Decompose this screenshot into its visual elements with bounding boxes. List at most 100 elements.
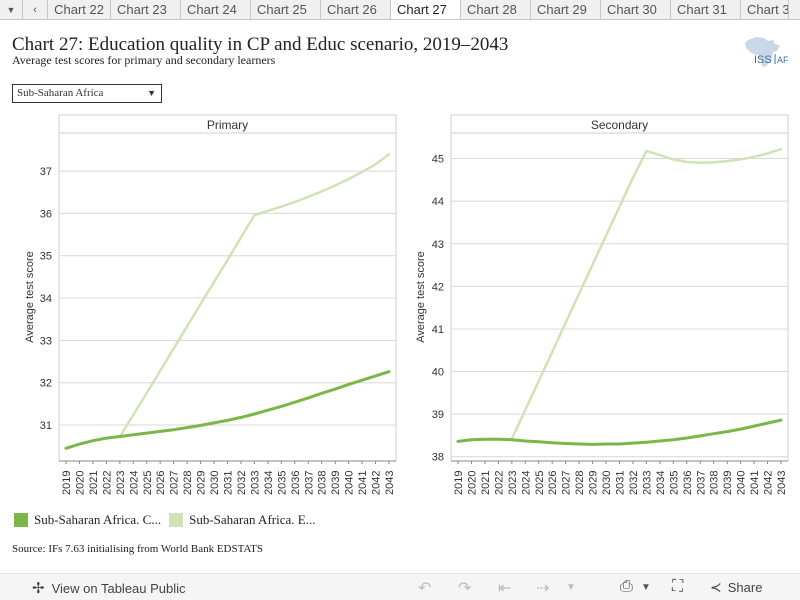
x-tick-label: 2035: [276, 471, 288, 495]
y-tick-label: 33: [40, 335, 52, 347]
y-tick-label: 32: [40, 378, 52, 390]
x-tick-label: 2037: [303, 471, 315, 495]
panel-title: Secondary: [591, 118, 648, 132]
x-tick-label: 2037: [695, 471, 707, 495]
y-tick-label: 37: [40, 166, 52, 178]
undo-icon[interactable]: ↶: [418, 580, 432, 597]
x-tick-label: 2024: [128, 471, 140, 495]
tab-bar: ▼ ‹ Chart 22 Chart 23 Chart 24 Chart 25 Char…: [0, 0, 800, 20]
legend: Sub-Saharan Africa. C... Sub-Saharan Afri…: [14, 512, 323, 528]
y-axis-label: Average test score: [415, 251, 427, 343]
y-tick-label: 39: [432, 409, 444, 421]
x-tick-label: 2027: [561, 471, 573, 495]
legend-label: Sub-Saharan Africa. C...: [34, 512, 162, 527]
x-tick-label: 2023: [115, 471, 127, 495]
x-tick-label: 2031: [615, 471, 627, 495]
x-tick-label: 2042: [371, 471, 383, 495]
view-on-tableau-label: View on Tableau Public: [51, 580, 186, 596]
x-tick-label: 2021: [480, 471, 492, 495]
x-tick-label: 2028: [182, 471, 194, 495]
x-tick-label: 2032: [236, 471, 248, 495]
fullscreen-icon[interactable]: ⛶: [672, 578, 684, 595]
logo-suffix: AF: [777, 55, 788, 65]
x-tick-label: 2033: [641, 471, 653, 495]
share-label: Share: [727, 580, 763, 595]
y-tick-label: 31: [40, 420, 52, 432]
share-button[interactable]: ≺ Share: [710, 579, 762, 596]
legend-swatch: [14, 513, 28, 527]
y-tick-label: 45: [432, 154, 444, 166]
y-axis-label: Average test score: [24, 251, 36, 343]
x-tick-label: 2022: [101, 471, 113, 495]
tab-chart-28[interactable]: Chart 28: [461, 0, 531, 19]
tab-chart-31[interactable]: Chart 31: [671, 0, 741, 19]
region-filter-value: Sub-Saharan Africa: [17, 87, 104, 99]
x-tick-label: 2043: [776, 471, 788, 495]
tab-chart-27[interactable]: Chart 27: [391, 0, 461, 19]
x-tick-label: 2022: [493, 471, 505, 495]
redo-icon[interactable]: ↷: [458, 580, 472, 597]
tab-chart-26[interactable]: Chart 26: [321, 0, 391, 19]
refresh-dropdown-icon[interactable]: ▼: [566, 582, 576, 593]
x-tick-label: 2038: [317, 471, 329, 495]
tab-chart-22[interactable]: Chart 22: [48, 0, 111, 19]
tab-menu-button[interactable]: ▼: [0, 0, 23, 19]
y-tick-label: 38: [432, 452, 444, 464]
tab-chart-30[interactable]: Chart 30: [601, 0, 671, 19]
x-tick-label: 2039: [722, 471, 734, 495]
y-tick-label: 41: [432, 324, 444, 336]
chevron-left-icon: ‹: [33, 3, 37, 16]
x-tick-label: 2034: [655, 471, 667, 495]
download-dropdown-icon[interactable]: ▼: [641, 582, 651, 593]
x-tick-label: 2041: [357, 471, 369, 495]
y-tick-label: 42: [432, 281, 444, 293]
x-tick-label: 2020: [466, 471, 478, 495]
x-tick-label: 2040: [344, 471, 356, 495]
revert-icon[interactable]: ⇤: [498, 580, 512, 597]
series-line-educ[interactable]: [118, 152, 391, 439]
tab-scroll-left-button[interactable]: ‹: [23, 0, 48, 19]
legend-item[interactable]: Sub-Saharan Africa. E...: [169, 512, 315, 528]
source-note: Source: IFs 7.63 initialising from World…: [12, 543, 264, 555]
legend-item[interactable]: Sub-Saharan Africa. C...: [14, 512, 161, 528]
panel-title: Primary: [207, 118, 248, 132]
x-tick-label: 2025: [534, 471, 546, 495]
x-tick-label: 2038: [709, 471, 721, 495]
y-tick-label: 40: [432, 367, 444, 379]
tab-chart-32[interactable]: Chart 32: [741, 0, 789, 19]
series-line-cp[interactable]: [64, 370, 391, 450]
x-tick-label: 2029: [588, 471, 600, 495]
x-tick-label: 2032: [628, 471, 640, 495]
series-line-cp[interactable]: [456, 418, 783, 446]
x-tick-label: 2028: [574, 471, 586, 495]
panel-header: [450, 114, 789, 134]
legend-swatch: [169, 513, 184, 527]
x-tick-label: 2039: [330, 471, 342, 495]
download-icon[interactable]: ⎙: [620, 578, 633, 595]
page-title: Chart 27: Education quality in CP and Ed…: [12, 34, 509, 55]
tab-list: Chart 22 Chart 23 Chart 24 Chart 25 Chart 26…: [48, 0, 800, 19]
refresh-icon[interactable]: ⇢: [536, 580, 550, 597]
tab-chart-23[interactable]: Chart 23: [111, 0, 181, 19]
caret-down-icon: ▼: [147, 88, 156, 98]
tableau-toolbar: ✢ View on Tableau Public ↶ ↷ ⇤ ⇢ ▼ ⎙ ▼ ⛶…: [0, 573, 800, 600]
x-tick-label: 2043: [384, 471, 396, 495]
series-line-educ[interactable]: [510, 147, 783, 441]
x-tick-label: 2019: [453, 471, 465, 495]
x-tick-label: 2026: [155, 471, 167, 495]
x-tick-label: 2025: [142, 471, 154, 495]
x-tick-label: 2019: [61, 471, 73, 495]
chart-panel-secondary: Secondary 38 39 40 41 42 43 44 45 Average test sc…: [415, 114, 789, 495]
x-tick-label: 2036: [290, 471, 302, 495]
view-on-tableau-button[interactable]: ✢ View on Tableau Public: [32, 579, 186, 597]
x-tick-label: 2023: [507, 471, 519, 495]
x-tick-label: 2040: [736, 471, 748, 495]
tab-chart-29[interactable]: Chart 29: [531, 0, 601, 19]
x-tick-label: 2027: [169, 471, 181, 495]
y-tick-label: 43: [432, 239, 444, 251]
x-tick-label: 2026: [547, 471, 559, 495]
tab-chart-25[interactable]: Chart 25: [251, 0, 321, 19]
tab-chart-24[interactable]: Chart 24: [181, 0, 251, 19]
region-filter-dropdown[interactable]: Sub-Saharan Africa ▼: [12, 84, 162, 103]
charts-area: Primary 31 32 33 34 35 36 37 Average test score 2…: [24, 114, 789, 495]
